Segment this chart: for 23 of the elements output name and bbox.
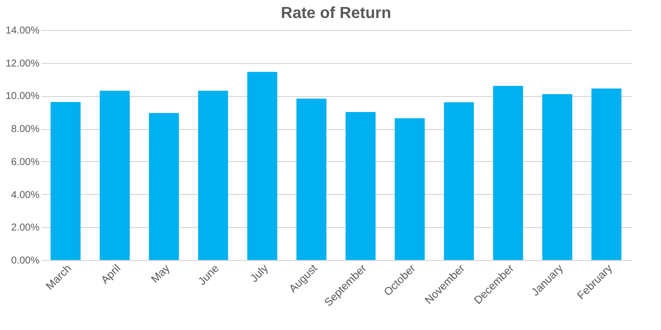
y-tick-label: 8.00%: [11, 124, 40, 136]
x-tick-label: May: [149, 262, 173, 286]
y-tick-label: 0.00%: [11, 256, 40, 266]
y-tick-label: 12.00%: [6, 58, 40, 70]
bar: [346, 112, 376, 260]
bar: [247, 72, 278, 260]
y-tick-label: 6.00%: [11, 156, 40, 168]
x-tick-label: July: [248, 262, 272, 285]
bar: [591, 88, 622, 260]
bar: [100, 90, 130, 260]
bar: [50, 102, 81, 260]
bar: [542, 94, 572, 260]
y-tick-label: 4.00%: [11, 190, 40, 201]
bar: [444, 102, 474, 260]
bar: [198, 90, 228, 260]
bar: [394, 118, 425, 260]
y-tick-label: 14.00%: [6, 26, 40, 36]
bar: [493, 86, 524, 260]
y-tick-label: 10.00%: [6, 91, 40, 102]
y-tick-label: 2.00%: [11, 222, 40, 234]
chart-title: Rate of Return: [280, 5, 392, 22]
bar: [148, 112, 179, 260]
bar: [296, 98, 326, 260]
